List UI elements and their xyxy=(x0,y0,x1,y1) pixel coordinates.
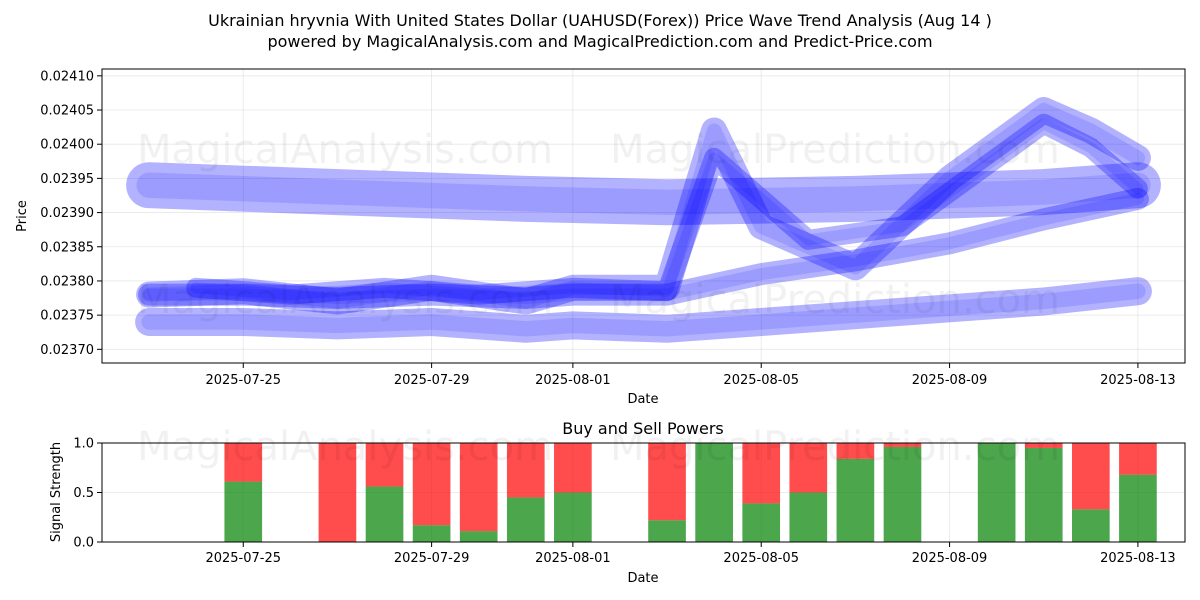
price-y-tick-label: 0.02370 xyxy=(40,343,94,358)
price-y-tick-label: 0.02375 xyxy=(40,309,94,324)
price-y-tick-label: 0.02385 xyxy=(40,240,94,255)
buy-power-bar xyxy=(742,503,781,542)
power-x-tick-label: 2025-08-13 xyxy=(1100,551,1176,566)
price-wave-band xyxy=(135,277,1152,343)
power-y-tick-label: 1.0 xyxy=(73,437,94,452)
watermark-right-power: MagicalPrediction.com xyxy=(610,424,1060,470)
watermark-left-lower: MagicalAnalysis.com xyxy=(137,277,553,323)
price-y-tick-label: 0.02380 xyxy=(40,274,94,289)
sell-power-bar xyxy=(224,443,263,482)
sell-power-bar xyxy=(883,443,922,447)
price-wave-band-core xyxy=(190,118,1144,301)
buy-power-bar xyxy=(1024,447,1063,542)
price-y-axis-label: Price xyxy=(15,200,30,232)
price-wave-band-core xyxy=(141,102,1146,309)
power-y-ticks: 0.0 0.5 1.0 xyxy=(73,437,102,551)
power-y-tick-label: 0.0 xyxy=(73,536,94,551)
price-band-group xyxy=(126,97,1161,343)
price-y-tick-label: 0.02395 xyxy=(40,172,94,187)
price-x-tick-label: 2025-08-09 xyxy=(912,373,988,388)
power-watermarks: MagicalAnalysis.com MagicalPrediction.co… xyxy=(137,424,1060,470)
buy-power-bar xyxy=(648,520,686,542)
power-x-tick-label: 2025-08-05 xyxy=(723,551,799,566)
sell-power-bar xyxy=(318,443,357,542)
price-grid xyxy=(102,69,1185,363)
sell-power-bar xyxy=(1119,443,1157,475)
price-axes-frame xyxy=(101,68,1186,364)
sell-power-bar xyxy=(365,443,404,487)
price-y-tick-label: 0.02410 xyxy=(40,69,94,84)
price-wave-band xyxy=(126,162,1161,226)
buy-power-bar xyxy=(365,486,404,542)
buy-power-bar xyxy=(506,497,545,542)
chart-title-line1: Ukrainian hryvnia With United States Dol… xyxy=(208,11,992,30)
power-chart-title: Buy and Sell Powers xyxy=(562,419,724,438)
power-x-ticks: 2025-07-25 2025-07-29 2025-08-01 2025-08-05… xyxy=(205,542,1176,566)
buy-power-bar xyxy=(789,492,828,542)
sell-power-bar xyxy=(742,443,781,504)
buy-power-bar xyxy=(459,531,498,542)
watermark-right-lower: MagicalPrediction.com xyxy=(610,277,1060,323)
power-x-tick-label: 2025-07-29 xyxy=(394,551,470,566)
price-wave-band-core xyxy=(143,192,1144,305)
price-wave-band xyxy=(186,113,1148,305)
sell-power-bar xyxy=(789,443,828,493)
price-y-tick-label: 0.02390 xyxy=(40,206,94,221)
buy-power-bar xyxy=(1119,474,1157,542)
price-wave-band xyxy=(136,97,1151,315)
sell-power-bar xyxy=(459,443,498,532)
price-watermarks: MagicalAnalysis.com MagicalPrediction.co… xyxy=(137,127,1060,323)
buy-power-bar xyxy=(554,492,592,542)
sell-power-bar xyxy=(412,443,451,526)
buy-power-bar xyxy=(883,446,922,542)
price-wave-band xyxy=(138,187,1149,309)
price-x-tick-label: 2025-08-05 xyxy=(723,373,799,388)
sell-power-bar xyxy=(506,443,545,498)
price-x-tick-label: 2025-07-25 xyxy=(205,373,281,388)
sell-power-bar xyxy=(554,443,592,493)
watermark-right: MagicalPrediction.com xyxy=(610,127,1060,173)
buy-power-bar xyxy=(412,525,451,542)
buy-power-bar xyxy=(224,481,263,542)
sell-power-bar xyxy=(648,443,686,521)
sell-power-bar xyxy=(1024,443,1063,448)
power-chart: Buy and Sell Powers MagicalAnalysis.com … xyxy=(49,419,1186,586)
price-wave-band-core xyxy=(136,172,1151,215)
price-y-ticks: 0.02370 0.02375 0.02380 0.02385 0.02390 0.023… xyxy=(40,69,102,358)
price-y-tick-label: 0.02405 xyxy=(40,104,94,119)
buy-power-bar xyxy=(977,443,1016,542)
price-x-tick-label: 2025-07-29 xyxy=(394,373,470,388)
price-wave-band-core xyxy=(141,283,1146,337)
power-bars xyxy=(224,443,1157,542)
power-y-axis-label: Signal Strength xyxy=(49,442,64,542)
price-chart: MagicalAnalysis.com MagicalPrediction.co… xyxy=(15,68,1186,407)
power-x-tick-label: 2025-08-09 xyxy=(912,551,988,566)
price-x-tick-label: 2025-08-01 xyxy=(535,373,611,388)
power-y-tick-label: 0.5 xyxy=(73,486,94,501)
buy-power-bar xyxy=(836,458,875,542)
power-x-tick-label: 2025-07-25 xyxy=(205,551,281,566)
sell-power-bar xyxy=(836,443,875,459)
watermark-left: MagicalAnalysis.com xyxy=(137,127,553,173)
power-x-tick-label: 2025-08-01 xyxy=(535,551,611,566)
price-x-ticks: 2025-07-25 2025-07-29 2025-08-01 2025-08-05… xyxy=(205,363,1176,388)
buy-power-bar xyxy=(1071,509,1110,542)
price-y-tick-label: 0.02400 xyxy=(40,138,94,153)
price-x-tick-label: 2025-08-13 xyxy=(1100,373,1176,388)
watermark-left-power: MagicalAnalysis.com xyxy=(137,424,553,470)
price-bands xyxy=(126,97,1161,343)
sell-power-bar xyxy=(1071,443,1110,510)
buy-power-bar xyxy=(695,443,733,542)
chart-title-line2: powered by MagicalAnalysis.com and Magic… xyxy=(267,32,932,51)
price-x-axis-label: Date xyxy=(627,392,658,407)
power-x-axis-label: Date xyxy=(627,571,658,586)
